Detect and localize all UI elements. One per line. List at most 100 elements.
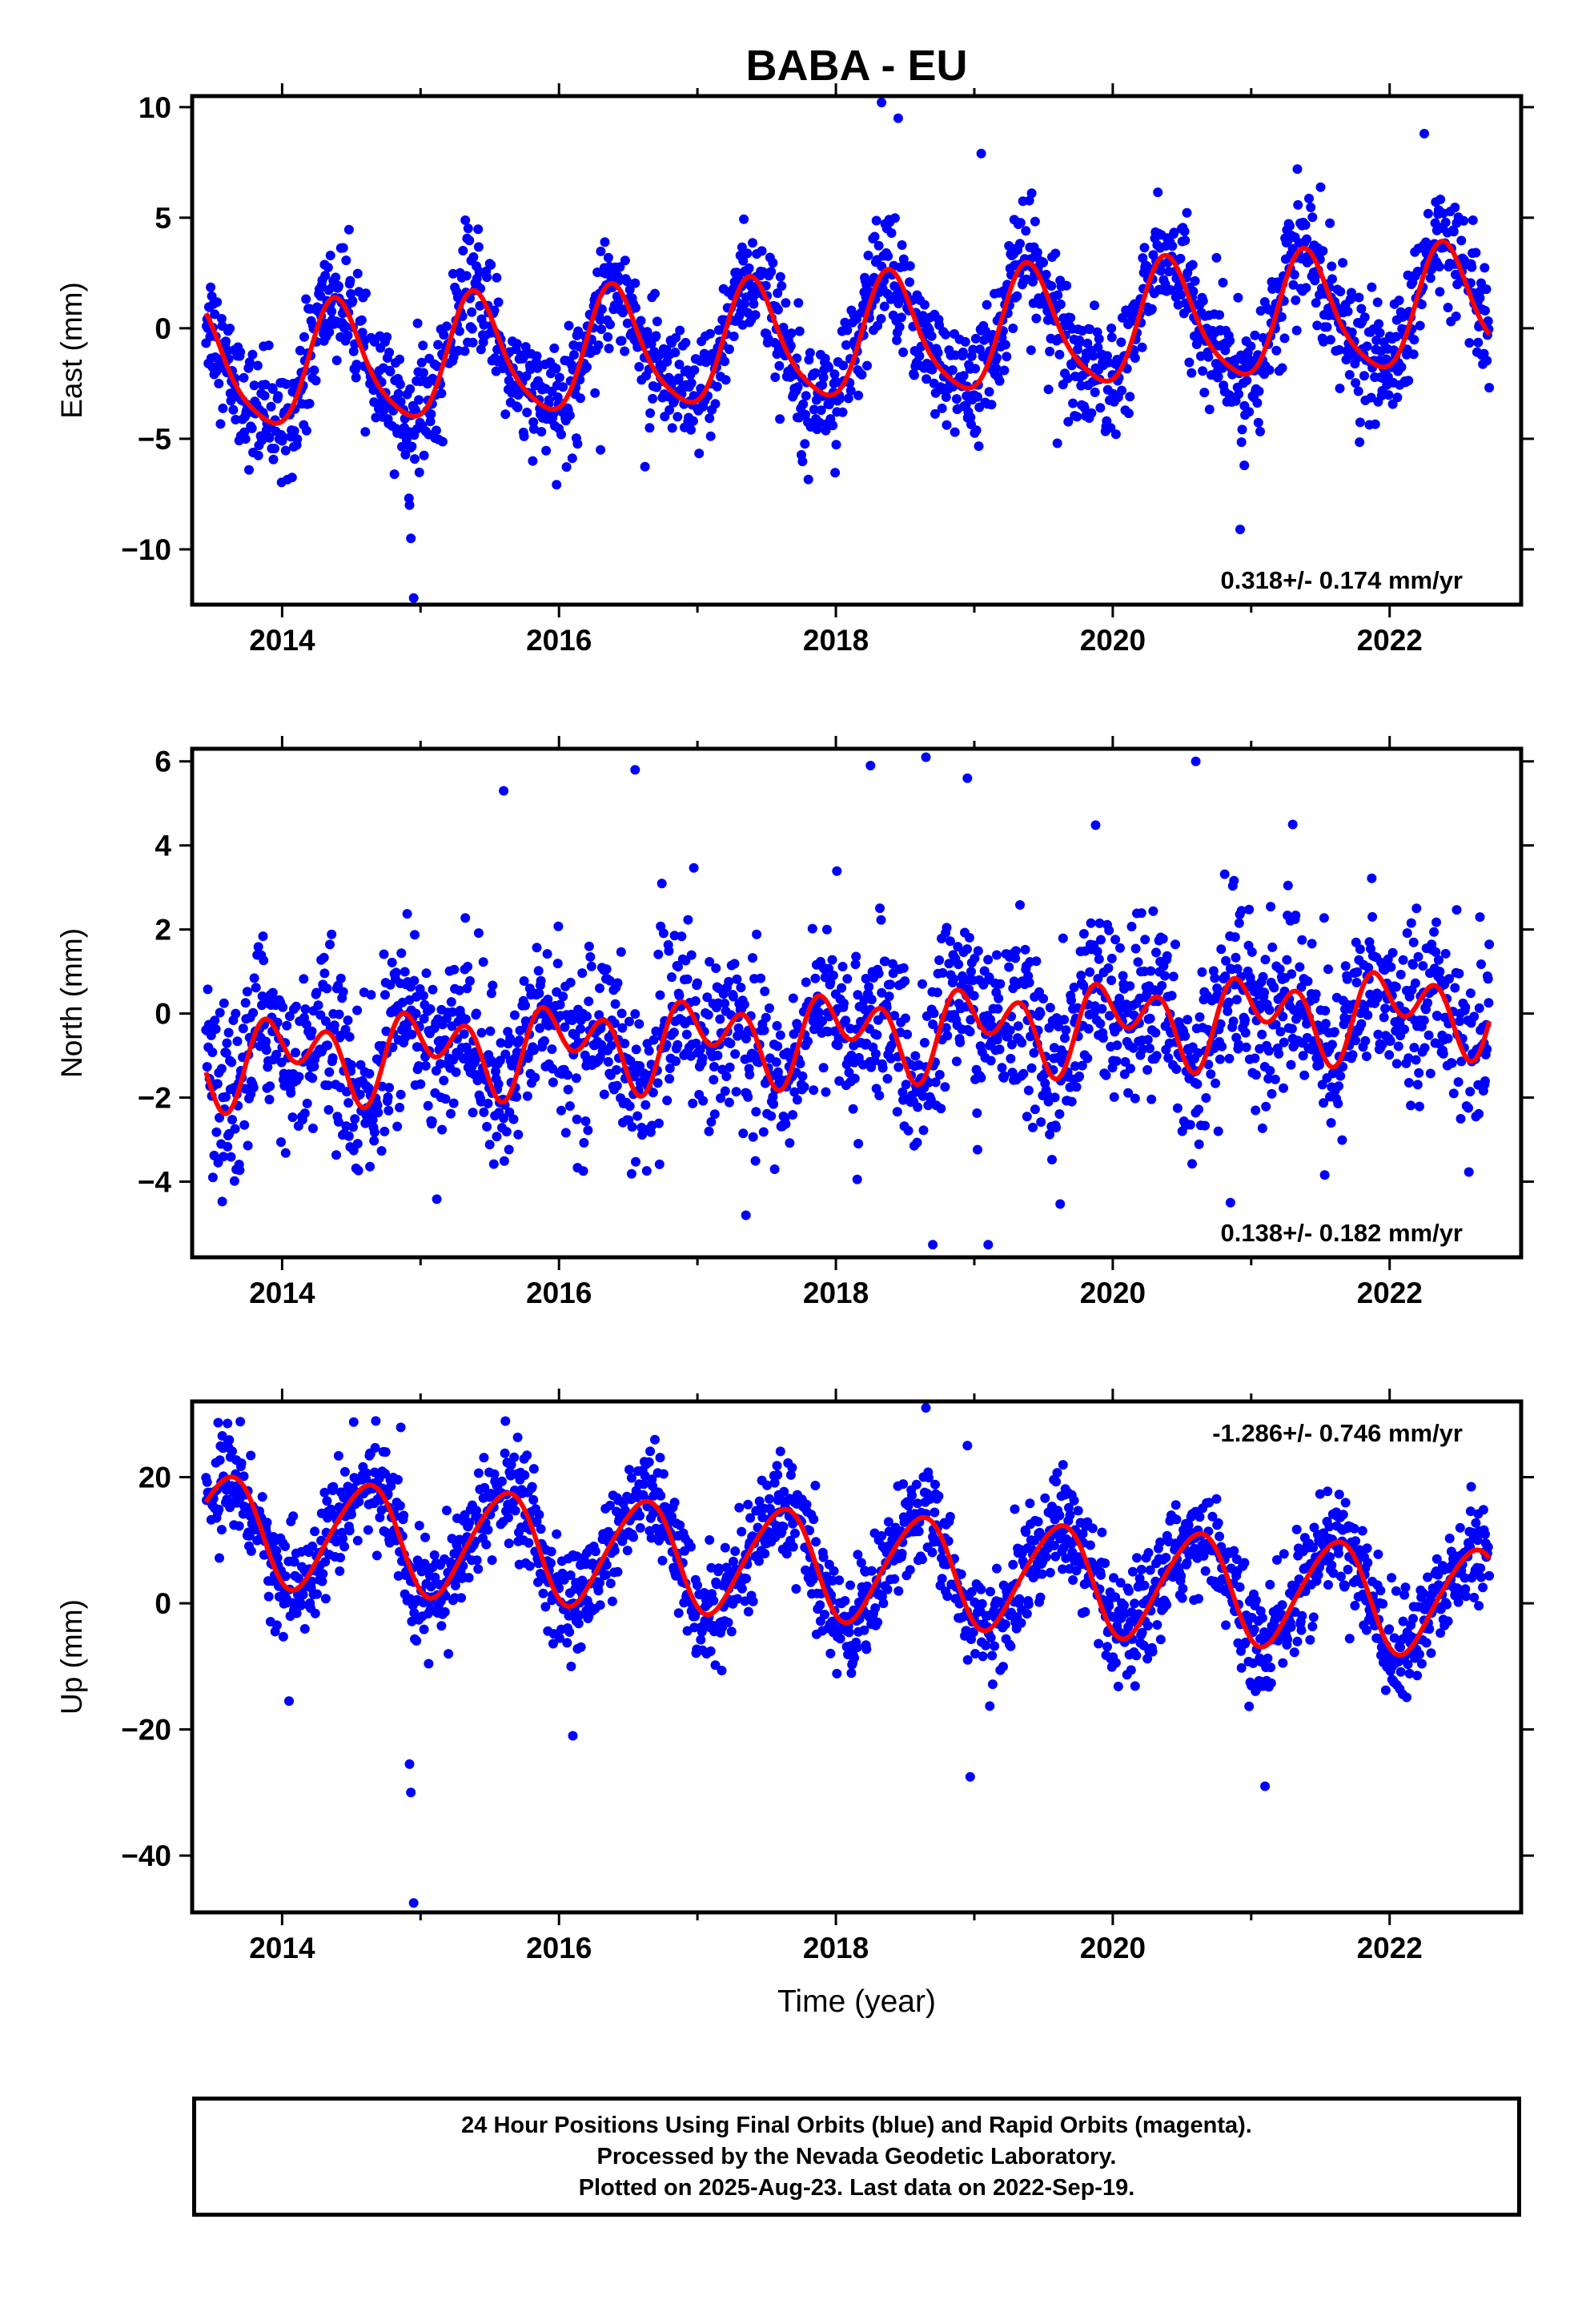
data-point bbox=[818, 1063, 829, 1073]
data-point bbox=[903, 1125, 913, 1136]
data-point bbox=[1323, 964, 1333, 975]
data-point bbox=[468, 1108, 478, 1118]
data-point bbox=[270, 444, 279, 454]
data-point bbox=[606, 1040, 616, 1051]
data-point bbox=[605, 1500, 615, 1510]
data-point bbox=[280, 445, 291, 456]
data-point bbox=[1433, 955, 1443, 965]
data-point bbox=[1432, 1011, 1443, 1021]
data-point bbox=[603, 1056, 613, 1067]
data-point bbox=[1311, 298, 1321, 308]
data-point bbox=[536, 1524, 546, 1534]
data-point bbox=[576, 1023, 585, 1034]
data-point bbox=[832, 1668, 842, 1679]
data-point bbox=[369, 1127, 379, 1137]
data-point bbox=[266, 401, 276, 412]
data-point bbox=[616, 947, 626, 957]
data-point bbox=[310, 1526, 320, 1537]
data-point bbox=[794, 326, 805, 336]
data-point bbox=[1257, 1029, 1267, 1039]
data-point bbox=[1146, 966, 1156, 976]
data-point bbox=[1176, 290, 1186, 300]
data-point bbox=[857, 369, 867, 380]
data-point bbox=[1289, 270, 1299, 279]
data-point bbox=[246, 1450, 256, 1461]
data-point bbox=[1213, 1126, 1223, 1136]
data-point bbox=[827, 955, 837, 965]
data-point bbox=[1220, 971, 1231, 982]
data-point bbox=[947, 365, 958, 376]
data-point bbox=[674, 991, 685, 1001]
data-point bbox=[873, 968, 884, 979]
data-point bbox=[652, 1078, 663, 1088]
data-point bbox=[945, 936, 955, 947]
outlier-point bbox=[1052, 438, 1062, 448]
data-point bbox=[1088, 351, 1098, 361]
data-point bbox=[1140, 935, 1150, 945]
data-point bbox=[1244, 904, 1255, 915]
data-point bbox=[464, 1573, 474, 1583]
data-point bbox=[420, 1060, 431, 1071]
data-point bbox=[1036, 1117, 1046, 1128]
data-point bbox=[356, 315, 367, 325]
data-point bbox=[1126, 1063, 1135, 1074]
data-point bbox=[1006, 1053, 1016, 1063]
data-point bbox=[211, 1127, 222, 1137]
data-point bbox=[505, 1033, 516, 1043]
data-point bbox=[748, 1596, 758, 1606]
data-point bbox=[803, 474, 813, 485]
data-point bbox=[1002, 352, 1012, 362]
data-point bbox=[830, 468, 841, 478]
data-point bbox=[930, 408, 940, 419]
data-point bbox=[888, 959, 897, 969]
data-point bbox=[221, 336, 231, 347]
data-point bbox=[828, 971, 838, 980]
data-point bbox=[1110, 429, 1121, 440]
data-point bbox=[1250, 1053, 1260, 1063]
data-point bbox=[396, 1089, 406, 1100]
data-point bbox=[392, 1121, 403, 1132]
data-point bbox=[586, 961, 596, 971]
data-point bbox=[994, 376, 1005, 386]
data-point bbox=[1438, 1048, 1448, 1059]
data-point bbox=[788, 1110, 798, 1120]
data-point bbox=[232, 1036, 243, 1047]
data-point bbox=[781, 298, 791, 308]
outlier-point bbox=[404, 500, 415, 510]
data-point bbox=[1347, 1050, 1358, 1060]
data-point bbox=[1443, 303, 1453, 312]
data-point bbox=[509, 1010, 520, 1020]
data-point bbox=[1194, 1139, 1204, 1149]
data-point bbox=[399, 1510, 409, 1521]
data-point bbox=[318, 1569, 328, 1579]
data-point bbox=[1021, 226, 1031, 236]
data-point bbox=[576, 1642, 586, 1652]
data-point bbox=[478, 957, 488, 967]
data-point bbox=[762, 1480, 773, 1490]
data-point bbox=[596, 246, 606, 256]
data-point bbox=[238, 1023, 248, 1034]
data-point bbox=[239, 1120, 250, 1130]
data-point bbox=[472, 1555, 482, 1566]
data-point bbox=[984, 387, 994, 397]
data-point bbox=[479, 1107, 489, 1117]
data-point bbox=[1074, 1072, 1085, 1081]
data-point bbox=[1063, 416, 1074, 427]
data-point bbox=[333, 281, 343, 292]
data-point bbox=[1076, 971, 1086, 980]
data-point bbox=[1351, 977, 1362, 987]
data-point bbox=[838, 360, 849, 371]
data-point bbox=[448, 1007, 458, 1017]
data-point bbox=[320, 1016, 331, 1027]
data-point bbox=[995, 979, 1006, 989]
data-point bbox=[710, 1660, 721, 1671]
data-point bbox=[535, 1023, 545, 1033]
data-point bbox=[917, 311, 928, 321]
data-point bbox=[247, 349, 258, 360]
data-point bbox=[706, 1116, 717, 1127]
data-point bbox=[560, 1128, 571, 1138]
data-point bbox=[844, 1627, 854, 1638]
data-point bbox=[745, 1513, 756, 1523]
data-point bbox=[671, 1056, 681, 1067]
data-point bbox=[1375, 328, 1385, 338]
